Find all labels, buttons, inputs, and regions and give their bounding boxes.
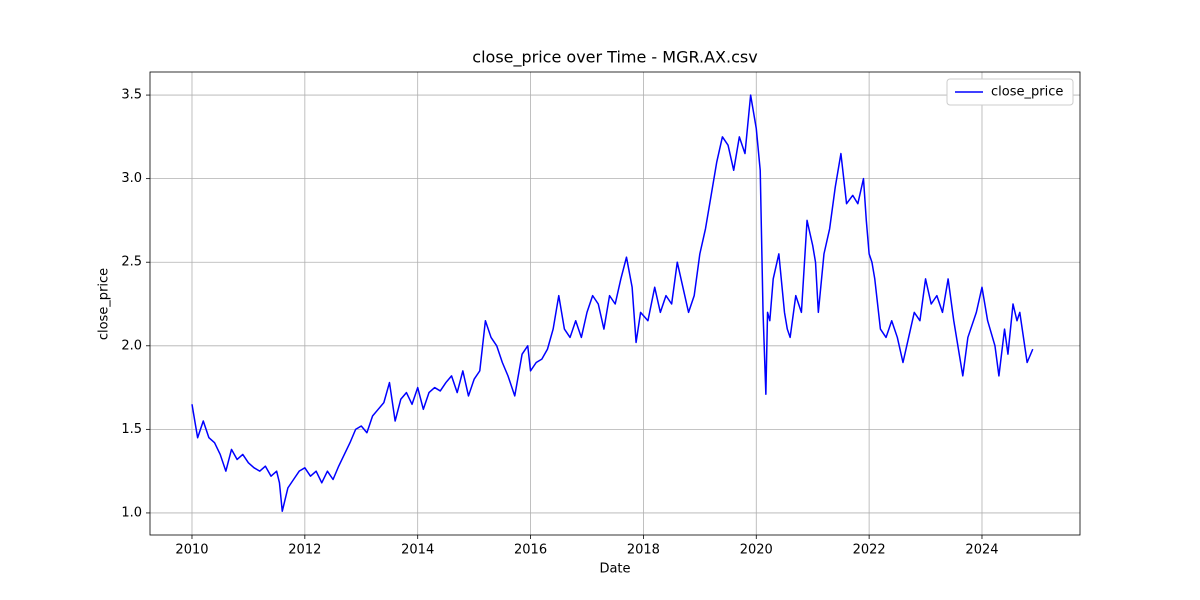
y-tick-label: 1.5 — [121, 422, 142, 437]
x-tick-label: 2018 — [627, 543, 660, 558]
line-series — [191, 94, 1034, 513]
x-tick-label: 2022 — [853, 543, 886, 558]
y-tick-label: 3.0 — [121, 171, 142, 186]
y-axis-label: close_price — [97, 268, 112, 340]
y-tick-label: 2.0 — [121, 338, 142, 353]
x-tick-label: 2024 — [965, 543, 998, 558]
chart-title: close_price over Time - MGR.AX.csv — [472, 48, 757, 68]
plot-frame — [149, 71, 1081, 536]
y-tick-label: 1.0 — [121, 505, 142, 520]
y-tick-label: 2.5 — [121, 255, 142, 270]
x-tick-label: 2016 — [514, 543, 547, 558]
x-tick-label: 2014 — [401, 543, 434, 558]
y-tick-label: 3.5 — [121, 88, 142, 103]
x-tick-label: 2020 — [740, 543, 773, 558]
x-axis-label: Date — [599, 562, 630, 577]
x-tick-label: 2012 — [288, 543, 321, 558]
legend-label: close_price — [991, 85, 1063, 100]
legend-box — [946, 78, 1074, 106]
x-tick-label: 2010 — [175, 543, 208, 558]
